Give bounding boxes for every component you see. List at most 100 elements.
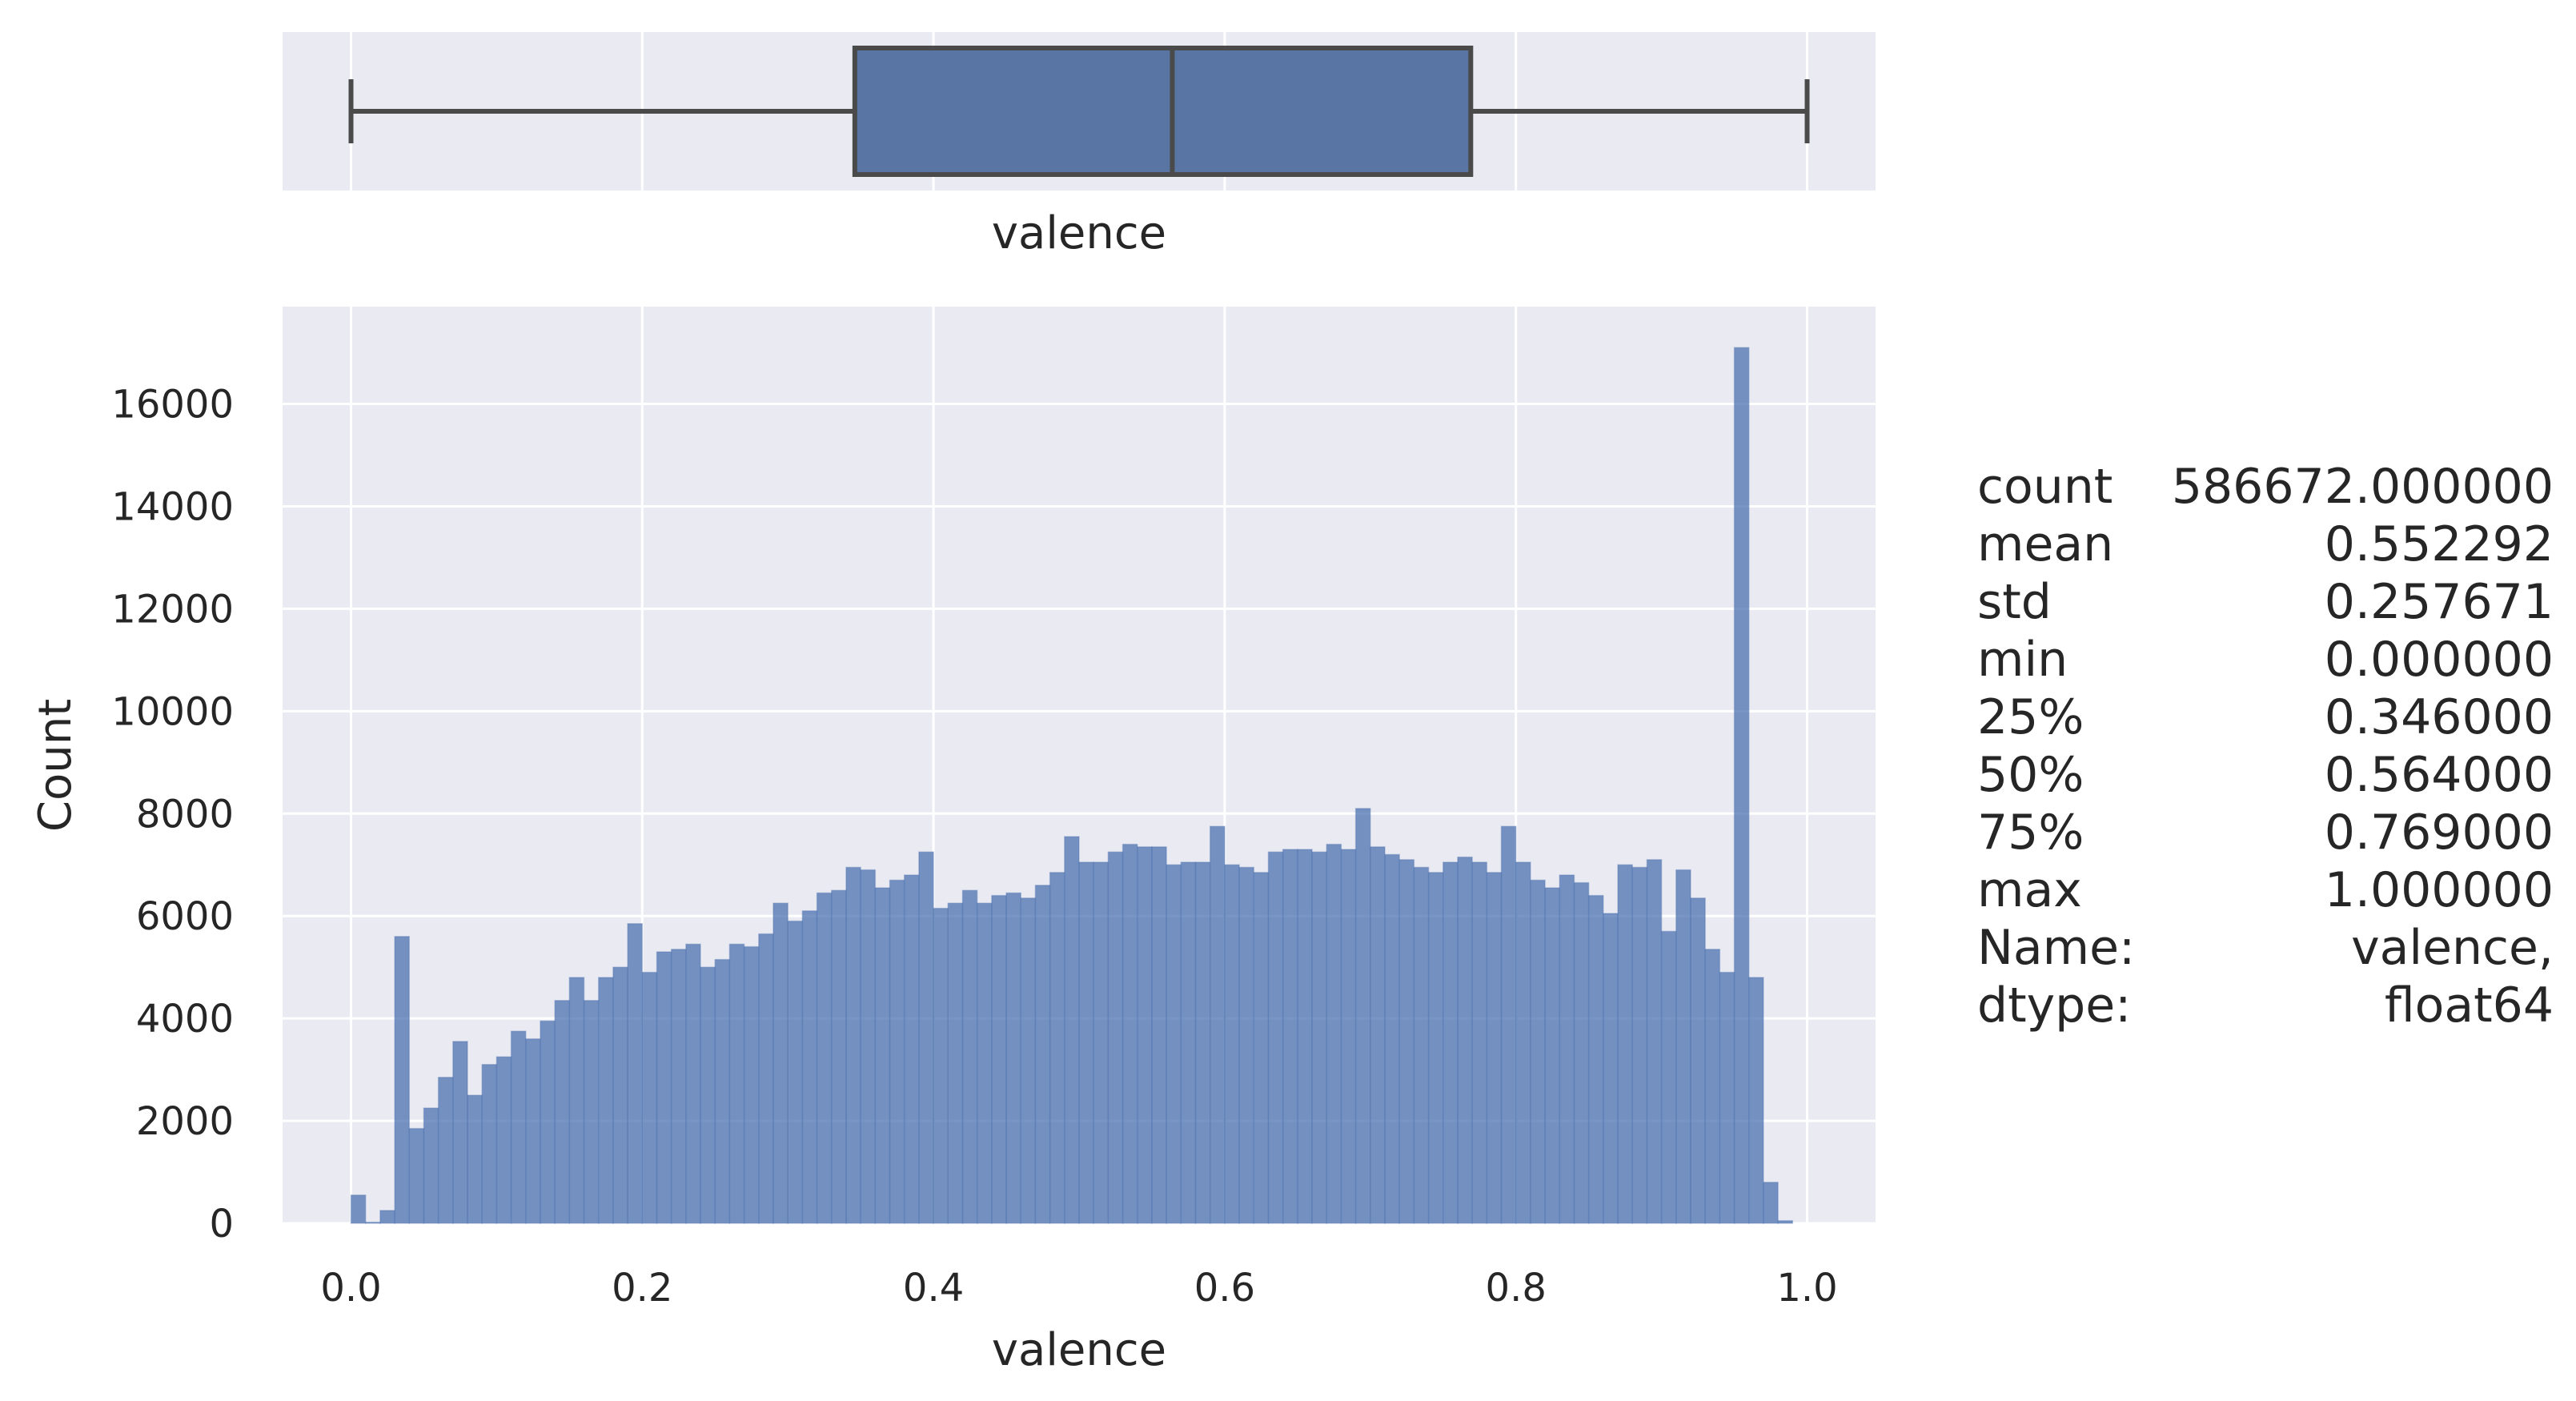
- stat-name: count: [1977, 459, 2113, 515]
- stat-value: valence,: [2351, 920, 2554, 976]
- histogram-bar: [1559, 874, 1575, 1224]
- stat-row: 75% 0.769000: [1977, 804, 2554, 861]
- histogram-bar: [1413, 866, 1430, 1224]
- stat-value: 0.552292: [2324, 516, 2554, 572]
- histogram-bar: [568, 977, 585, 1224]
- stat-value: 1.000000: [2324, 862, 2554, 918]
- histogram-bar: [583, 999, 600, 1224]
- histogram-bar: [860, 869, 877, 1224]
- boxplot-marks: [348, 46, 1810, 177]
- histogram-bar: [1631, 866, 1648, 1224]
- stat-row: dtype: float64: [1977, 977, 2554, 1034]
- histogram-bar: [1544, 887, 1561, 1224]
- histogram-bar: [1121, 843, 1138, 1224]
- histogram-bar: [1398, 859, 1415, 1224]
- histogram-bar: [728, 943, 745, 1224]
- histogram-bar: [554, 999, 571, 1224]
- histogram-bar: [1151, 846, 1167, 1224]
- histogram-bar: [714, 958, 731, 1224]
- histogram-bar: [991, 894, 1007, 1224]
- histogram-bar: [408, 1127, 425, 1224]
- stat-row: 25% 0.346000: [1977, 688, 2554, 746]
- histogram-bar: [364, 1221, 381, 1224]
- histogram-bar: [540, 1020, 556, 1224]
- histogram-bar: [597, 977, 614, 1224]
- histogram-bar: [1354, 808, 1371, 1224]
- histogram-bar: [1704, 949, 1721, 1224]
- stat-row: count 586672.000000: [1977, 458, 2554, 516]
- histogram-bar: [423, 1107, 439, 1224]
- histogram-bar: [1064, 836, 1080, 1224]
- histogram-bars: [350, 347, 1794, 1224]
- y-tick-label: 16000: [111, 383, 234, 428]
- histogram-bar: [1049, 872, 1065, 1224]
- y-tick-label: 0: [209, 1202, 234, 1246]
- histogram-bar: [933, 907, 949, 1224]
- stat-name: mean: [1977, 516, 2114, 572]
- histogram-bar: [874, 887, 891, 1224]
- summary-stats-panel: count 586672.000000 mean 0.552292 std 0.25767…: [1977, 458, 2554, 1034]
- histogram-y-ticks: 0 2000 4000 6000 8000 10000 12000 14000 16000: [111, 383, 234, 1246]
- x-tick-label: 0.4: [903, 1266, 964, 1311]
- stat-row: std 0.257671: [1977, 573, 2554, 631]
- histogram-bar: [1675, 869, 1691, 1224]
- histogram-bar: [1530, 879, 1546, 1224]
- stat-row: mean 0.552292: [1977, 516, 2554, 573]
- histogram-bar: [1500, 825, 1517, 1224]
- histogram-bar: [627, 923, 644, 1224]
- histogram-bar: [1311, 851, 1327, 1224]
- stat-value: 0.346000: [2324, 689, 2554, 745]
- y-tick-label: 2000: [136, 1099, 234, 1144]
- stat-name: dtype:: [1977, 977, 2132, 1034]
- histogram-bar: [1370, 846, 1386, 1224]
- histogram-bar: [670, 949, 687, 1224]
- histogram-bar: [1573, 881, 1590, 1224]
- histogram-bar: [1442, 861, 1459, 1224]
- histogram-bar: [641, 971, 658, 1224]
- y-tick-label: 8000: [136, 792, 234, 837]
- histogram-bar: [1763, 1182, 1779, 1224]
- histogram-bar: [1005, 892, 1021, 1224]
- histogram-bar: [437, 1076, 454, 1224]
- y-tick-label: 12000: [111, 587, 234, 632]
- histogram-bar: [1471, 861, 1488, 1224]
- histogram-bar: [1297, 849, 1313, 1224]
- histogram-bar: [1253, 872, 1270, 1224]
- histogram-bar: [947, 902, 964, 1224]
- histogram-bar: [525, 1038, 541, 1224]
- x-tick-label: 0.2: [612, 1266, 672, 1311]
- stat-value: 0.000000: [2324, 632, 2554, 688]
- histogram-bar: [350, 1194, 367, 1224]
- histogram-bar: [1747, 977, 1764, 1224]
- histogram-bar: [1719, 971, 1735, 1224]
- histogram-bar: [1180, 861, 1197, 1224]
- histogram-bar: [1166, 864, 1182, 1224]
- histogram-bar: [1020, 897, 1037, 1224]
- histogram-bar: [452, 1041, 468, 1224]
- stat-row: min 0.000000: [1977, 631, 2554, 688]
- histogram-bar: [496, 1056, 512, 1224]
- stat-name: min: [1977, 632, 2068, 688]
- stat-value: 0.769000: [2324, 805, 2554, 861]
- histogram-bar: [700, 966, 716, 1224]
- histogram-bar: [656, 951, 672, 1224]
- histogram-bar: [1340, 849, 1357, 1224]
- histogram-bar: [1457, 856, 1473, 1224]
- x-tick-label: 0.6: [1194, 1266, 1255, 1311]
- stat-value: float64: [2384, 977, 2554, 1034]
- histogram-bar: [1194, 861, 1211, 1224]
- histogram-bar: [394, 936, 411, 1224]
- boxplot-panel: valence: [283, 32, 1876, 259]
- histogram-bar: [1603, 913, 1619, 1224]
- histogram-bar: [816, 892, 833, 1224]
- stat-name: 25%: [1977, 689, 2084, 745]
- y-tick-label: 10000: [111, 689, 234, 734]
- histogram-bar: [961, 889, 978, 1224]
- x-tick-label: 1.0: [1776, 1266, 1837, 1311]
- boxplot-iqr-box: [852, 46, 1474, 177]
- histogram-bar: [743, 945, 760, 1224]
- histogram-bar: [801, 910, 818, 1224]
- stat-value: 586672.000000: [2171, 459, 2554, 515]
- histogram-bar: [1646, 859, 1663, 1224]
- stat-value: 0.564000: [2324, 747, 2554, 803]
